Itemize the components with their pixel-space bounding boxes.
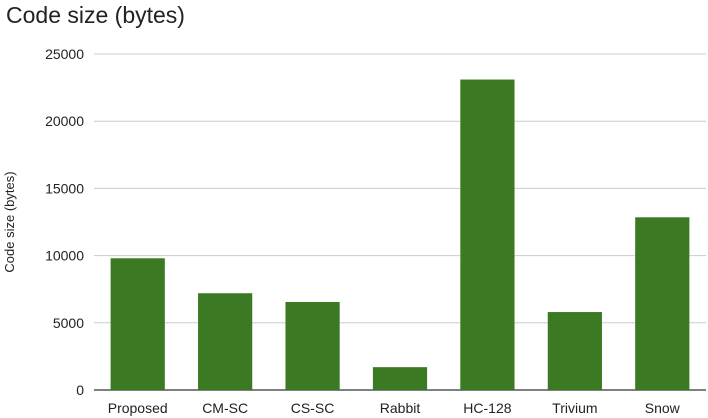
x-tick-label: Proposed bbox=[108, 400, 168, 416]
bars bbox=[110, 79, 690, 390]
chart-title: Code size (bytes) bbox=[6, 2, 185, 28]
bar-cs-sc bbox=[285, 301, 340, 390]
x-tick-label: Trivium bbox=[552, 400, 597, 416]
y-tick-label: 0 bbox=[76, 382, 84, 398]
x-tick-label: CM-SC bbox=[202, 400, 248, 416]
gridlines bbox=[94, 53, 706, 391]
y-tick-labels: 0 5000 10000 15000 20000 25000 bbox=[45, 46, 84, 398]
x-tick-label: Rabbit bbox=[380, 400, 421, 416]
y-tick-label: 5000 bbox=[53, 315, 84, 331]
bar-trivium bbox=[547, 312, 602, 390]
y-tick-label: 25000 bbox=[45, 46, 84, 62]
bar-snow bbox=[635, 217, 690, 390]
bar-proposed bbox=[110, 258, 165, 390]
x-tick-labels: Proposed CM-SC CS-SC Rabbit HC-128 Trivium Sno… bbox=[108, 400, 681, 416]
y-axis-label: Code size (bytes) bbox=[2, 171, 17, 272]
y-tick-label: 20000 bbox=[45, 113, 84, 129]
x-tick-label: CS-SC bbox=[291, 400, 335, 416]
y-tick-label: 10000 bbox=[45, 248, 84, 264]
x-tick-label: Snow bbox=[645, 400, 681, 416]
x-tick-label: HC-128 bbox=[463, 400, 511, 416]
bar-cm-sc bbox=[198, 293, 253, 390]
bar-hc-128 bbox=[460, 79, 515, 390]
y-tick-label: 15000 bbox=[45, 180, 84, 196]
bar-rabbit bbox=[372, 367, 428, 390]
